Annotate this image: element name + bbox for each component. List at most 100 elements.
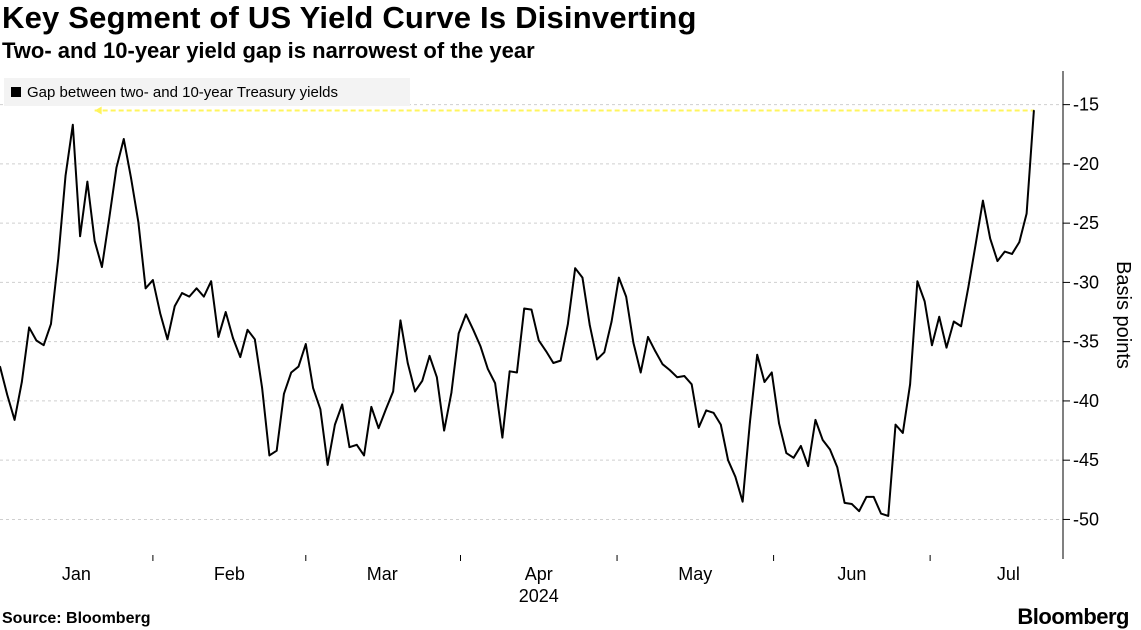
data-point: [348, 446, 351, 448]
data-point: [370, 406, 373, 408]
data-point: [632, 342, 635, 344]
y-tick-label: -15: [1073, 95, 1099, 115]
data-point: [0, 365, 1, 368]
x-tick-label: Jan: [62, 564, 91, 584]
data-point: [304, 343, 307, 345]
y-tick-label: -30: [1073, 272, 1099, 292]
highlight-arrowhead: [94, 106, 102, 115]
data-point: [144, 287, 147, 290]
data-point: [829, 448, 831, 451]
chart-title: Key Segment of US Yield Curve Is Disinve…: [2, 0, 697, 35]
data-point: [28, 326, 30, 329]
data-point: [13, 419, 16, 421]
data-point: [610, 320, 613, 323]
legend-box: [4, 78, 410, 106]
data-point: [385, 408, 387, 411]
data-point: [377, 427, 380, 429]
data-point: [115, 166, 118, 169]
data-point: [487, 368, 489, 370]
data-point: [508, 370, 511, 373]
data-point: [770, 371, 773, 374]
data-point: [457, 332, 460, 335]
data-point: [902, 432, 904, 434]
data-point: [268, 454, 271, 457]
data-point: [108, 217, 111, 220]
data-point: [712, 411, 715, 414]
data-point: [130, 177, 132, 179]
data-point: [210, 280, 212, 283]
data-point: [960, 325, 962, 328]
data-point: [756, 353, 759, 356]
data-point: [763, 381, 766, 383]
data-point: [581, 276, 584, 279]
data-point: [297, 365, 300, 368]
data-point: [203, 295, 205, 298]
data-point: [261, 387, 263, 389]
data-point: [246, 329, 249, 331]
data-point: [64, 174, 67, 177]
data-point: [945, 346, 948, 349]
data-point: [406, 362, 409, 364]
x-tick-label: Apr: [525, 564, 553, 584]
data-point: [807, 465, 809, 467]
data-point: [836, 466, 839, 469]
data-point: [909, 383, 911, 386]
data-point: [523, 307, 526, 310]
data-point: [173, 305, 176, 307]
data-point: [465, 313, 467, 316]
data-point: [312, 387, 314, 389]
data-point: [800, 445, 802, 447]
data-point: [224, 311, 227, 313]
data-point: [749, 421, 751, 424]
data-point: [152, 279, 154, 281]
data-point: [567, 323, 569, 325]
data-point: [734, 475, 737, 478]
x-year-label: 2024: [519, 586, 559, 606]
data-point: [1018, 241, 1021, 243]
data-point: [618, 276, 620, 279]
data-point: [588, 324, 591, 326]
data-point: [720, 423, 722, 426]
data-point: [363, 454, 365, 457]
chart-subtitle: Two- and 10-year yield gap is narrowest …: [2, 38, 535, 63]
data-point: [232, 337, 234, 339]
data-point: [494, 382, 496, 384]
data-point: [647, 336, 649, 338]
data-point: [195, 287, 198, 290]
data-point: [93, 240, 96, 242]
data-point: [974, 243, 977, 246]
data-point: [275, 449, 278, 452]
data-point: [1025, 212, 1028, 215]
y-tick-label: -50: [1073, 509, 1099, 529]
data-point: [450, 391, 453, 394]
data-point: [1033, 109, 1035, 112]
data-point: [661, 363, 664, 365]
data-point: [319, 408, 322, 411]
data-point: [421, 379, 424, 382]
data-point: [880, 512, 882, 515]
data-point: [50, 323, 52, 325]
data-point: [516, 371, 518, 374]
data-point: [428, 355, 431, 357]
data-point: [35, 339, 38, 342]
data-point: [101, 266, 103, 268]
data-point: [894, 423, 897, 426]
data-point: [188, 295, 191, 298]
x-tick-label: Jun: [837, 564, 866, 584]
data-point: [967, 286, 970, 288]
data-point: [283, 393, 285, 395]
data-point: [821, 439, 824, 441]
data-point: [181, 292, 183, 294]
data-point: [989, 237, 991, 240]
data-point: [552, 362, 555, 364]
data-point: [858, 510, 860, 512]
data-point: [42, 344, 45, 347]
y-tick-label: -40: [1073, 391, 1099, 411]
y-tick-label: -35: [1073, 332, 1099, 352]
data-point: [778, 422, 780, 425]
data-point: [239, 356, 242, 358]
data-point: [785, 452, 788, 454]
y-tick-label: -20: [1073, 154, 1099, 174]
data-point: [341, 403, 343, 406]
x-tick-label: May: [678, 564, 712, 584]
